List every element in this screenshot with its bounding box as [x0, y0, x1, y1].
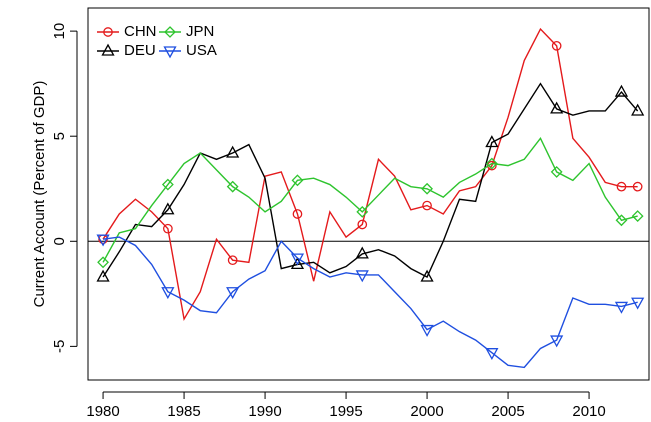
- marker: [164, 26, 176, 38]
- x-tick-label: 2010: [572, 403, 605, 420]
- marker: [290, 257, 305, 270]
- series-line: [102, 236, 638, 369]
- marker: [163, 223, 173, 234]
- marker: [631, 210, 644, 222]
- marker: [356, 205, 369, 218]
- marker: [420, 324, 434, 337]
- marker: [614, 84, 629, 97]
- marker: [101, 43, 115, 56]
- marker: [226, 145, 240, 158]
- marker: [614, 301, 629, 314]
- legend-label: DEU: [124, 42, 156, 59]
- marker: [550, 101, 564, 114]
- x-tick-label: 1980: [86, 403, 119, 420]
- marker: [290, 253, 305, 266]
- x-tick-label: 2005: [491, 403, 524, 420]
- marker: [96, 234, 110, 247]
- legend-label: CHN: [124, 23, 157, 40]
- marker: [615, 214, 628, 227]
- marker: [355, 246, 369, 259]
- marker: [485, 348, 499, 361]
- marker: [550, 335, 564, 348]
- series-line: [102, 82, 639, 278]
- marker: [226, 287, 240, 300]
- y-tick-label: -5: [51, 340, 68, 353]
- marker: [96, 269, 110, 282]
- marker: [292, 209, 303, 219]
- x-tick-label: 1985: [167, 403, 200, 420]
- marker: [161, 178, 174, 191]
- marker: [421, 182, 433, 195]
- marker: [227, 255, 238, 266]
- marker: [291, 174, 304, 187]
- legend-label: JPN: [186, 23, 214, 40]
- y-tick-label: 0: [51, 237, 68, 245]
- marker: [161, 287, 175, 300]
- series-line: [102, 136, 638, 263]
- y-axis-label: Current Account (Percent of GDP): [31, 81, 48, 308]
- marker: [632, 181, 643, 192]
- marker: [422, 200, 432, 211]
- y-tick-label: 10: [51, 23, 68, 40]
- marker: [226, 180, 239, 193]
- marker: [103, 27, 113, 37]
- y-tick-label: 5: [51, 132, 68, 140]
- marker: [631, 297, 645, 310]
- legend-label: USA: [186, 42, 217, 59]
- marker: [551, 40, 562, 51]
- plot-frame: [87, 7, 650, 381]
- x-tick-label: 2000: [410, 403, 443, 420]
- marker: [550, 166, 563, 178]
- x-tick-label: 1990: [248, 403, 281, 420]
- marker: [631, 103, 645, 116]
- marker: [161, 202, 175, 215]
- marker: [616, 181, 627, 192]
- marker: [163, 46, 177, 59]
- marker: [485, 135, 499, 148]
- marker: [485, 157, 498, 170]
- marker: [357, 219, 368, 230]
- marker: [420, 269, 434, 282]
- marker: [97, 256, 109, 269]
- marker: [355, 270, 369, 283]
- x-tick-label: 1995: [329, 403, 362, 420]
